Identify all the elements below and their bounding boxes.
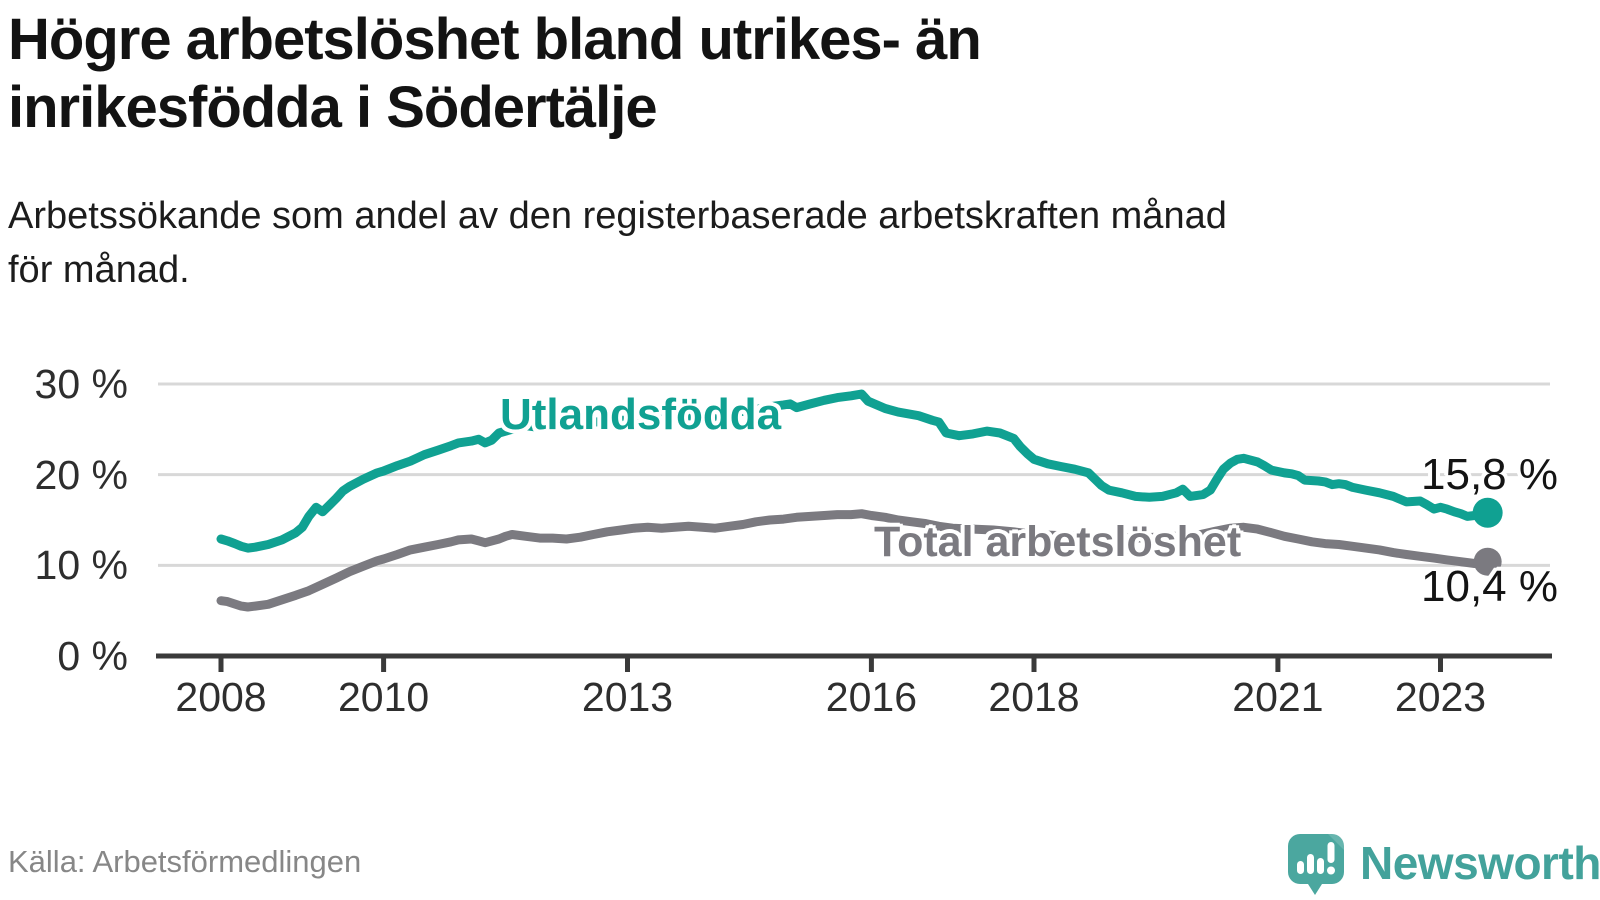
x-tick-label-2016: 2016 [825,674,917,720]
newsworthy-logo: Newsworthy [1288,834,1600,898]
end-value-utlandsfodda: 15,8 % [1421,450,1558,499]
series-label-utlandsfodda: Utlandsfödda [500,390,782,439]
y-tick-label-0: 0 % [57,633,128,679]
x-tick-label-2021: 2021 [1232,674,1324,720]
x-tick-label-2013: 2013 [581,674,674,720]
x-tick-label-2008: 2008 [175,674,267,720]
x-tick-label-2010: 2010 [337,674,430,720]
end-dot-total-arbetsl-shet [1473,547,1502,576]
end-value-total-arbetsloshet: 10,4 % [1421,562,1558,611]
series-label-total-arbetsloshet: Total arbetslöshet [874,518,1242,566]
end-dot-utlandsf-dda [1472,497,1503,528]
source-note: Källa: Arbetsförmedlingen [8,844,362,879]
y-tick-label-20: 20 % [34,451,128,498]
y-tick-label-10: 10 % [34,542,128,589]
newsworthy-logo-text: Newsworthy [1360,837,1600,889]
x-tick-label-2018: 2018 [988,674,1080,720]
newsworthy-logo-icon [1288,834,1344,895]
series-line-utlandsf-dda [216,389,1493,553]
series-line-total-arbetsl-shet [216,509,1493,612]
x-tick-label-2023: 2023 [1394,674,1487,720]
y-tick-label-30: 30 % [34,360,128,407]
page-title: Högre arbetslöshet bland utrikes- än inr… [8,7,982,140]
page-subtitle: Arbetssökande som andel av den registerb… [8,195,1227,291]
